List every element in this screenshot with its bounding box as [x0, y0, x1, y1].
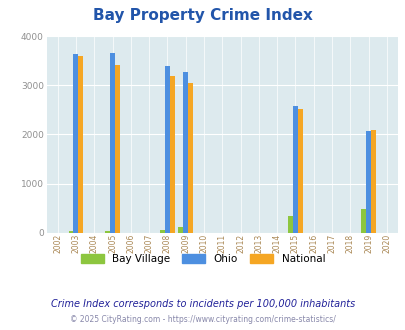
- Bar: [370, 130, 375, 233]
- Bar: [78, 56, 83, 233]
- Bar: [164, 66, 169, 233]
- Bar: [73, 54, 78, 233]
- Bar: [178, 227, 183, 233]
- Bar: [110, 53, 115, 233]
- Text: © 2025 CityRating.com - https://www.cityrating.com/crime-statistics/: © 2025 CityRating.com - https://www.city…: [70, 315, 335, 324]
- Legend: Bay Village, Ohio, National: Bay Village, Ohio, National: [77, 250, 328, 267]
- Bar: [360, 209, 365, 233]
- Bar: [365, 131, 370, 233]
- Bar: [292, 106, 297, 233]
- Bar: [68, 231, 73, 233]
- Bar: [115, 65, 119, 233]
- Bar: [105, 231, 110, 233]
- Bar: [287, 216, 292, 233]
- Bar: [297, 110, 302, 233]
- Bar: [160, 230, 164, 233]
- Bar: [188, 83, 193, 233]
- Bar: [183, 72, 188, 233]
- Text: Crime Index corresponds to incidents per 100,000 inhabitants: Crime Index corresponds to incidents per…: [51, 299, 354, 309]
- Text: Bay Property Crime Index: Bay Property Crime Index: [93, 8, 312, 23]
- Bar: [169, 76, 175, 233]
